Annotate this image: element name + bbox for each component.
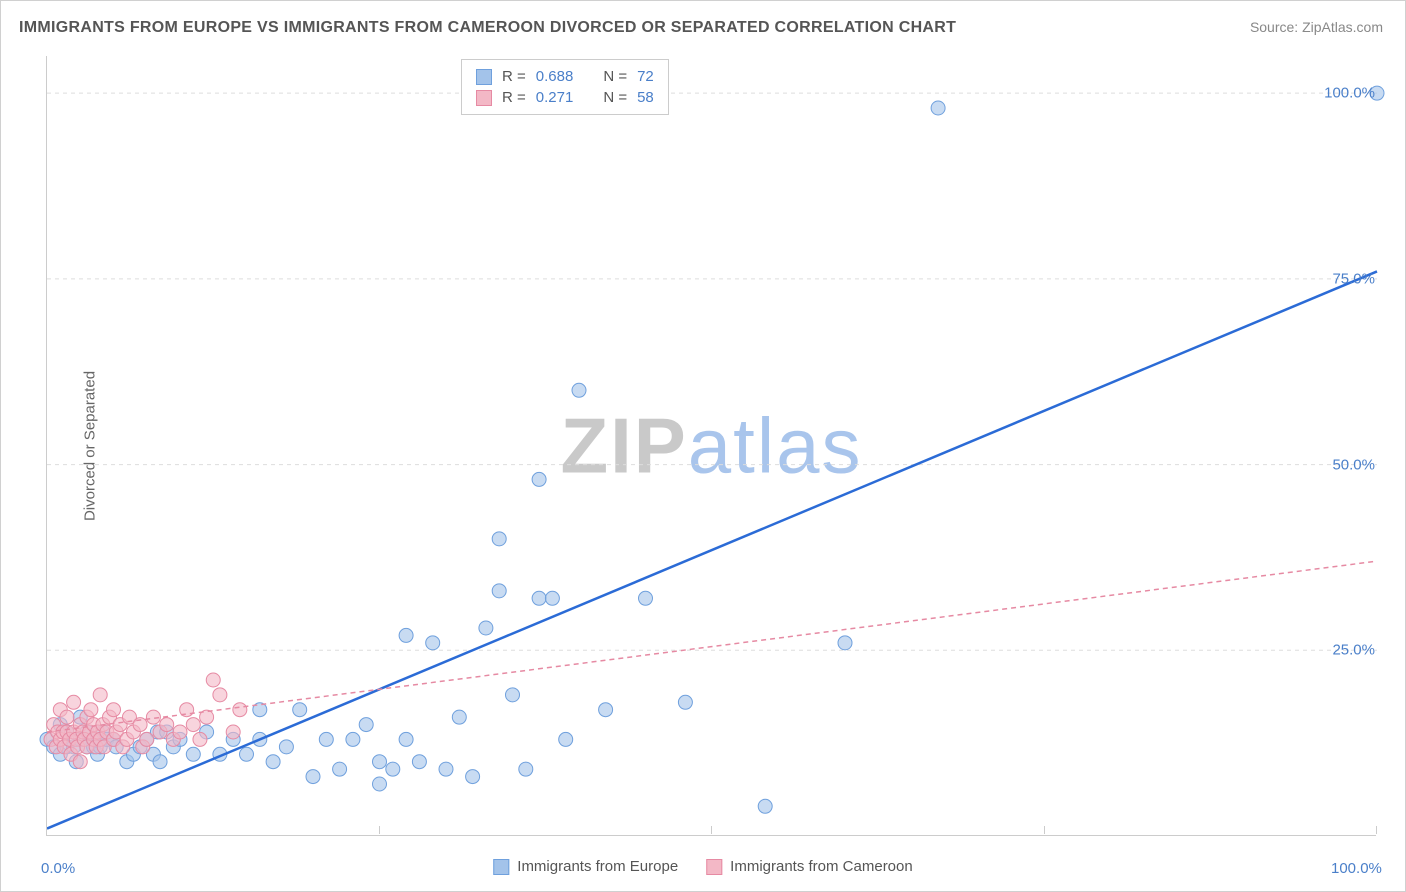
data-point	[186, 718, 200, 732]
data-point	[359, 718, 373, 732]
data-point	[931, 101, 945, 115]
data-point	[426, 636, 440, 650]
stats-row-cameroon: R = 0.271 N = 58	[476, 87, 654, 108]
data-point	[84, 703, 98, 717]
data-point	[293, 703, 307, 717]
data-point	[412, 755, 426, 769]
stat-r-cameroon: 0.271	[536, 89, 574, 106]
data-point	[452, 710, 466, 724]
data-point	[639, 591, 653, 605]
data-point	[492, 532, 506, 546]
y-tick-label: 50.0%	[1332, 456, 1375, 473]
stat-n-label: N =	[603, 68, 627, 85]
y-tick-label: 75.0%	[1332, 270, 1375, 287]
bottom-legend: Immigrants from Europe Immigrants from C…	[493, 858, 912, 875]
stat-n-cameroon: 58	[637, 89, 654, 106]
data-point	[466, 770, 480, 784]
data-point	[60, 710, 74, 724]
legend-label-europe: Immigrants from Europe	[517, 858, 678, 875]
data-point	[532, 472, 546, 486]
scatter-svg	[47, 56, 1377, 836]
data-point	[240, 747, 254, 761]
plot-area: ZIPatlas	[46, 56, 1376, 836]
source-label: Source: ZipAtlas.com	[1250, 19, 1383, 35]
swatch-europe	[476, 69, 492, 85]
regression-line	[47, 271, 1377, 828]
data-point	[186, 747, 200, 761]
data-point	[279, 740, 293, 754]
stat-n-label2: N =	[603, 89, 627, 106]
chart-title: IMMIGRANTS FROM EUROPE VS IMMIGRANTS FRO…	[19, 19, 956, 37]
data-point	[266, 755, 280, 769]
stat-r-label2: R =	[502, 89, 526, 106]
data-point	[519, 762, 533, 776]
x-tick-label: 0.0%	[41, 860, 75, 877]
data-point	[107, 703, 121, 717]
data-point	[545, 591, 559, 605]
data-point	[492, 584, 506, 598]
x-tick-mark	[711, 826, 712, 834]
regression-line	[47, 561, 1377, 732]
data-point	[373, 755, 387, 769]
data-point	[173, 725, 187, 739]
x-tick-mark	[379, 826, 380, 834]
data-point	[399, 732, 413, 746]
y-tick-label: 25.0%	[1332, 642, 1375, 659]
swatch-cameroon-bottom	[706, 859, 722, 875]
data-point	[572, 383, 586, 397]
data-point	[506, 688, 520, 702]
legend-item-cameroon: Immigrants from Cameroon	[706, 858, 913, 875]
stat-r-europe: 0.688	[536, 68, 574, 85]
x-tick-label: 100.0%	[1331, 860, 1382, 877]
y-tick-label: 100.0%	[1324, 85, 1375, 102]
data-point	[838, 636, 852, 650]
data-point	[439, 762, 453, 776]
data-point	[333, 762, 347, 776]
stats-row-europe: R = 0.688 N = 72	[476, 66, 654, 87]
swatch-cameroon	[476, 90, 492, 106]
data-point	[193, 732, 207, 746]
data-point	[479, 621, 493, 635]
data-point	[373, 777, 387, 791]
legend-label-cameroon: Immigrants from Cameroon	[730, 858, 913, 875]
chart-container: IMMIGRANTS FROM EUROPE VS IMMIGRANTS FRO…	[0, 0, 1406, 892]
data-point	[559, 732, 573, 746]
data-point	[758, 799, 772, 813]
x-tick-mark	[1376, 826, 1377, 834]
data-point	[213, 688, 227, 702]
data-point	[140, 732, 154, 746]
data-point	[599, 703, 613, 717]
data-point	[678, 695, 692, 709]
data-point	[386, 762, 400, 776]
stat-r-label: R =	[502, 68, 526, 85]
data-point	[319, 732, 333, 746]
stats-legend-box: R = 0.688 N = 72 R = 0.271 N = 58	[461, 59, 669, 115]
data-point	[153, 755, 167, 769]
data-point	[346, 732, 360, 746]
data-point	[306, 770, 320, 784]
data-point	[206, 673, 220, 687]
data-point	[399, 628, 413, 642]
data-point	[160, 718, 174, 732]
legend-item-europe: Immigrants from Europe	[493, 858, 678, 875]
data-point	[73, 755, 87, 769]
data-point	[532, 591, 546, 605]
x-tick-mark	[46, 826, 47, 834]
stat-n-europe: 72	[637, 68, 654, 85]
data-point	[93, 688, 107, 702]
data-point	[233, 703, 247, 717]
data-point	[226, 725, 240, 739]
x-tick-mark	[1044, 826, 1045, 834]
swatch-europe-bottom	[493, 859, 509, 875]
data-point	[67, 695, 81, 709]
